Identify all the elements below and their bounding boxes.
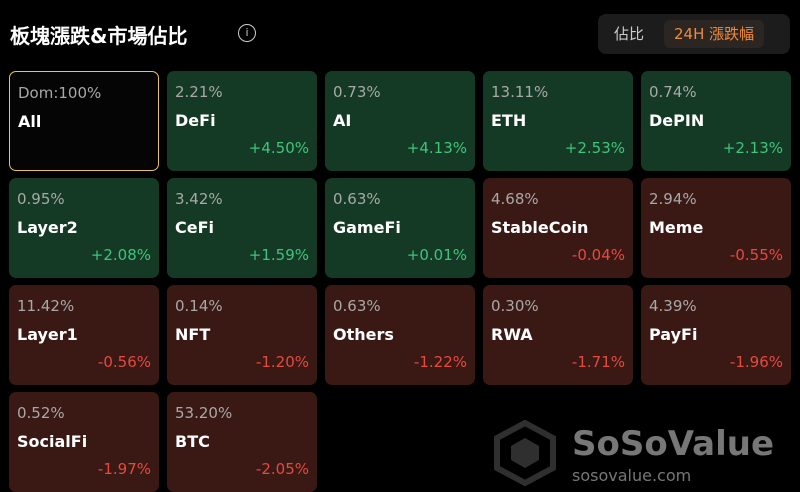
tab[interactable]: 佔比 xyxy=(614,25,645,43)
sector-name: DePIN xyxy=(649,111,705,130)
sector-tile[interactable]: 2.94% Meme -0.55% xyxy=(641,178,791,278)
market-share: 0.14% xyxy=(175,297,223,315)
market-share: Dom:100% xyxy=(18,84,102,102)
sector-name: GameFi xyxy=(333,218,401,237)
market-share: 0.74% xyxy=(649,83,697,101)
sector-tile[interactable]: 53.20% BTC -2.05% xyxy=(167,392,317,492)
sector-name: RWA xyxy=(491,325,533,344)
change-24h: +4.50% xyxy=(248,139,309,157)
info-icon[interactable]: i xyxy=(238,24,256,42)
market-share: 4.68% xyxy=(491,190,539,208)
sector-tile[interactable]: 0.95% Layer2 +2.08% xyxy=(9,178,159,278)
sector-name: Others xyxy=(333,325,394,344)
tab-bar: 佔比 24H 漲跌幅 xyxy=(598,14,790,54)
sector-tile[interactable]: 3.42% CeFi +1.59% xyxy=(167,178,317,278)
change-24h: -1.22% xyxy=(413,353,467,371)
market-share: 2.94% xyxy=(649,190,697,208)
market-share: 0.52% xyxy=(17,404,65,422)
change-24h: +0.01% xyxy=(406,246,467,264)
change-24h: -1.71% xyxy=(571,353,625,371)
sector-name: SocialFi xyxy=(17,432,88,451)
sector-tile[interactable]: 0.63% GameFi +0.01% xyxy=(325,178,475,278)
market-share: 11.42% xyxy=(17,297,75,315)
sector-name: All xyxy=(18,112,42,131)
sector-tile[interactable]: 0.74% DePIN +2.13% xyxy=(641,71,791,171)
sector-name: Layer1 xyxy=(17,325,78,344)
market-share: 0.63% xyxy=(333,297,381,315)
sector-name: ETH xyxy=(491,111,527,130)
sector-tile[interactable]: 13.11% ETH +2.53% xyxy=(483,71,633,171)
sector-tile[interactable]: 2.21% DeFi +4.50% xyxy=(167,71,317,171)
market-share: 0.73% xyxy=(333,83,381,101)
change-24h: +4.13% xyxy=(406,139,467,157)
change-24h: -0.55% xyxy=(729,246,783,264)
sector-name: StableCoin xyxy=(491,218,589,237)
sector-name: CeFi xyxy=(175,218,215,237)
market-share: 0.95% xyxy=(17,190,65,208)
change-24h: +1.59% xyxy=(248,246,309,264)
sector-name: AI xyxy=(333,111,352,130)
change-24h: -2.05% xyxy=(255,460,309,478)
market-share: 4.39% xyxy=(649,297,697,315)
market-share: 3.42% xyxy=(175,190,223,208)
change-24h: -0.56% xyxy=(97,353,151,371)
market-share: 53.20% xyxy=(175,404,233,422)
change-24h: +2.13% xyxy=(722,139,783,157)
sector-name: Layer2 xyxy=(17,218,78,237)
market-share: 2.21% xyxy=(175,83,223,101)
sector-tile[interactable]: 4.68% StableCoin -0.04% xyxy=(483,178,633,278)
sector-name: BTC xyxy=(175,432,210,451)
sector-name: Meme xyxy=(649,218,704,237)
sector-tile[interactable]: 0.73% AI +4.13% xyxy=(325,71,475,171)
sector-tile[interactable]: Dom:100% All xyxy=(9,71,159,171)
tab[interactable]: 24H 漲跌幅 xyxy=(664,20,765,48)
sector-name: DeFi xyxy=(175,111,216,130)
market-share: 13.11% xyxy=(491,83,549,101)
sector-tile[interactable]: 0.14% NFT -1.20% xyxy=(167,285,317,385)
watermark-url: sosovalue.com xyxy=(572,466,692,485)
watermark-brand: SoSoValue xyxy=(572,424,775,464)
sector-name: NFT xyxy=(175,325,211,344)
sector-tile[interactable]: 4.39% PayFi -1.96% xyxy=(641,285,791,385)
change-24h: -1.96% xyxy=(729,353,783,371)
sector-name: PayFi xyxy=(649,325,698,344)
sector-tile[interactable]: 0.52% SocialFi -1.97% xyxy=(9,392,159,492)
sector-tile[interactable]: 11.42% Layer1 -0.56% xyxy=(9,285,159,385)
change-24h: -1.97% xyxy=(97,460,151,478)
change-24h: +2.08% xyxy=(90,246,151,264)
watermark-logo xyxy=(494,420,556,486)
change-24h: -1.20% xyxy=(255,353,309,371)
title: 板塊漲跌&市場佔比 xyxy=(10,24,188,48)
market-share: 0.30% xyxy=(491,297,539,315)
sector-tile[interactable]: 0.30% RWA -1.71% xyxy=(483,285,633,385)
market-share: 0.63% xyxy=(333,190,381,208)
change-24h: +2.53% xyxy=(564,139,625,157)
change-24h: -0.04% xyxy=(571,246,625,264)
sector-tile[interactable]: 0.63% Others -1.22% xyxy=(325,285,475,385)
